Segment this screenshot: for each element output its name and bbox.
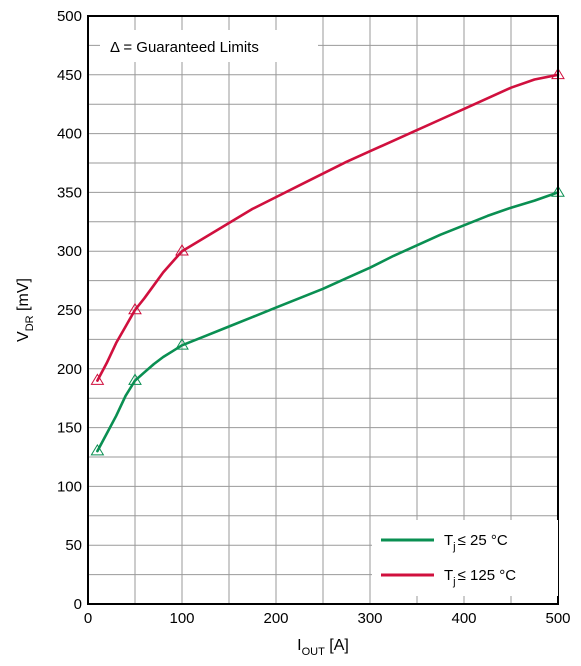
series-line-1 bbox=[96, 73, 560, 382]
y-axis-title-unit: [mV] bbox=[15, 278, 32, 315]
guaranteed-limit-marker bbox=[175, 244, 189, 256]
legend-background bbox=[372, 520, 558, 596]
y-tick-label: 50 bbox=[65, 537, 82, 554]
y-axis-title: VDR [mV] bbox=[15, 278, 36, 342]
y-tick-label: 0 bbox=[74, 596, 82, 613]
guaranteed-limit-marker bbox=[90, 373, 105, 385]
legend-label-125c-sub: j bbox=[452, 576, 455, 588]
plot-frame bbox=[87, 15, 559, 605]
legend-label-25c-sub: j bbox=[452, 541, 455, 553]
x-tick-label: 400 bbox=[451, 610, 476, 627]
legend-label-25c: Tj ≤ 25 °C bbox=[444, 532, 508, 553]
annotation-background bbox=[100, 30, 318, 62]
x-axis-title-sub: OUT bbox=[302, 646, 326, 658]
y-tick-label: 100 bbox=[57, 478, 82, 495]
y-tick-label: 300 bbox=[57, 243, 82, 260]
grid bbox=[88, 16, 558, 604]
legend: Tj ≤ 25 °C Tj ≤ 125 °C bbox=[372, 520, 558, 596]
guaranteed-limit-marker bbox=[128, 302, 142, 315]
legend-label-125c: Tj ≤ 125 °C bbox=[444, 567, 516, 588]
y-axis-title-main: V bbox=[15, 331, 32, 342]
series-line-0 bbox=[96, 191, 560, 453]
x-axis-title: IOUT [A] bbox=[297, 637, 349, 658]
legend-label-125c-rest: ≤ 125 °C bbox=[458, 567, 517, 584]
legend-label-25c-main: T bbox=[444, 532, 453, 549]
x-tick-label: 200 bbox=[263, 610, 288, 627]
y-tick-label: 250 bbox=[57, 302, 82, 319]
y-axis-title-sub: DR bbox=[24, 315, 36, 331]
x-tick-label: 500 bbox=[545, 610, 570, 627]
x-axis-title-unit: [A] bbox=[325, 637, 349, 654]
y-tick-label: 500 bbox=[57, 8, 82, 25]
x-tick-label: 300 bbox=[357, 610, 382, 627]
x-tick-label: 0 bbox=[84, 610, 92, 627]
tick-labels: 0 50 100 150 200 250 300 350 400 450 500 0 100 200 300… bbox=[57, 8, 571, 627]
legend-label-125c-main: T bbox=[444, 567, 453, 584]
y-tick-label: 200 bbox=[57, 361, 82, 378]
guaranteed-limit-marker bbox=[175, 338, 189, 350]
guaranteed-limit-marker bbox=[90, 443, 105, 456]
legend-label-25c-rest: ≤ 25 °C bbox=[458, 532, 508, 549]
x-tick-label: 100 bbox=[169, 610, 194, 627]
y-tick-label: 150 bbox=[57, 420, 82, 437]
x-axis-title-main: I bbox=[297, 637, 301, 654]
y-tick-label: 450 bbox=[57, 67, 82, 84]
guaranteed-limit-marker bbox=[128, 373, 142, 385]
y-tick-label: 350 bbox=[57, 184, 82, 201]
annotation-guaranteed-limits: Δ = Guaranteed Limits bbox=[110, 39, 259, 56]
y-tick-label: 400 bbox=[57, 126, 82, 143]
series-layer bbox=[90, 67, 565, 456]
